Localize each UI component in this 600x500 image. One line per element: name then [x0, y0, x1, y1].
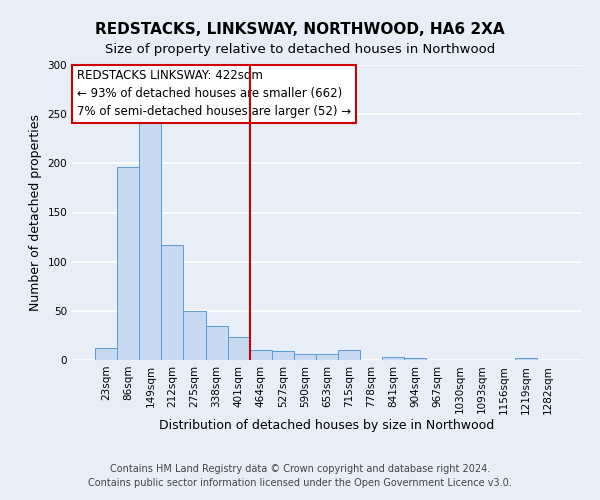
- Bar: [515, 358, 537, 360]
- Bar: [184, 311, 206, 360]
- Bar: [139, 114, 161, 360]
- Bar: [227, 338, 250, 360]
- Bar: [206, 326, 227, 360]
- Text: REDSTACKS, LINKSWAY, NORTHWOOD, HA6 2XA: REDSTACKS, LINKSWAY, NORTHWOOD, HA6 2XA: [95, 22, 505, 38]
- Bar: [250, 350, 272, 360]
- Bar: [294, 354, 316, 360]
- Bar: [161, 245, 184, 360]
- Bar: [316, 354, 338, 360]
- Bar: [382, 357, 404, 360]
- Text: REDSTACKS LINKSWAY: 422sqm
← 93% of detached houses are smaller (662)
7% of semi: REDSTACKS LINKSWAY: 422sqm ← 93% of deta…: [77, 70, 351, 118]
- Bar: [95, 348, 117, 360]
- Bar: [404, 358, 427, 360]
- Bar: [338, 350, 360, 360]
- Y-axis label: Number of detached properties: Number of detached properties: [29, 114, 42, 311]
- X-axis label: Distribution of detached houses by size in Northwood: Distribution of detached houses by size …: [160, 419, 494, 432]
- Text: Size of property relative to detached houses in Northwood: Size of property relative to detached ho…: [105, 42, 495, 56]
- Text: Contains HM Land Registry data © Crown copyright and database right 2024.
Contai: Contains HM Land Registry data © Crown c…: [88, 464, 512, 487]
- Bar: [272, 351, 294, 360]
- Bar: [117, 168, 139, 360]
